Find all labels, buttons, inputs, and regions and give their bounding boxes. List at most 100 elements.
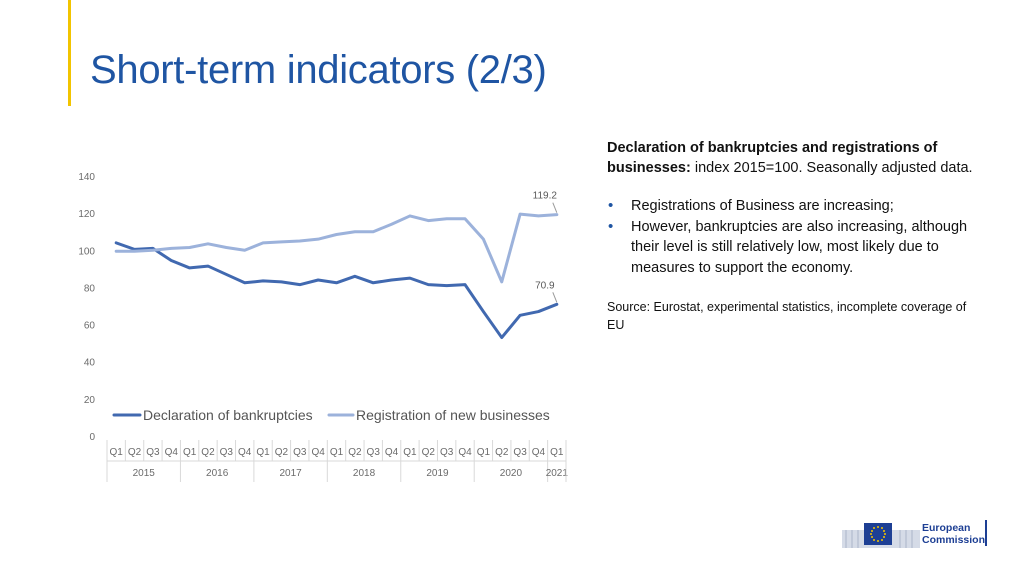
- data-point-registrations: [427, 219, 430, 222]
- y-tick-label: 120: [78, 209, 95, 220]
- data-point-bankruptcies: [280, 280, 283, 284]
- data-point-bankruptcies: [427, 283, 430, 286]
- data-point-bankruptcies: [335, 281, 338, 284]
- logo-line1: European: [922, 522, 971, 534]
- data-point-registrations: [353, 230, 357, 233]
- x-tick-label-year: 2016: [206, 468, 229, 479]
- european-commission-logo: European Commission: [842, 518, 992, 548]
- line-chart: 0 20 40 60 80 100 120 140 Q1 Q2 Q3 Q4 Q1 Q2 Q3 Q4 Q1 Q2 Q3…: [78, 172, 569, 482]
- panel-heading-bold: Declaration of bankruptcies and registra…: [607, 140, 938, 176]
- y-tick-label: 80: [84, 283, 96, 294]
- data-point-registrations: [445, 217, 448, 220]
- chart-description-panel: Declaration of bankruptcies and registra…: [607, 138, 987, 334]
- x-tick-label-year: 2017: [279, 468, 302, 479]
- data-point-registrations: [390, 223, 393, 226]
- bullet-item: However, bankruptcies are also increasin…: [607, 217, 987, 279]
- data-point-registrations: [500, 280, 503, 284]
- x-tick-label-quarter: Q2: [275, 447, 289, 458]
- data-point-registrations: [537, 214, 540, 218]
- data-point-bankruptcies: [482, 310, 485, 313]
- data-point-bankruptcies: [408, 276, 412, 280]
- data-point-registrations: [463, 217, 467, 220]
- logo-line2: Commission: [922, 534, 986, 546]
- x-tick-label-quarter: Q2: [128, 447, 142, 458]
- x-tick-label-quarter: Q1: [403, 447, 417, 458]
- y-tick-label: 60: [84, 321, 96, 332]
- data-label-leader: [552, 292, 558, 303]
- data-point-registrations: [280, 240, 283, 244]
- y-tick-label: 40: [84, 358, 96, 369]
- data-point-registrations: [298, 239, 301, 243]
- data-point-bankruptcies: [243, 281, 246, 284]
- x-tick-label-quarter: Q3: [513, 447, 527, 458]
- x-tick-label-quarter: Q1: [256, 447, 270, 458]
- x-tick-label-quarter: Q4: [311, 447, 325, 458]
- data-point-bankruptcies: [353, 275, 357, 278]
- x-tick-label-quarter: Q2: [422, 447, 436, 458]
- x-tick-label-year: 2019: [426, 468, 449, 479]
- data-point-bankruptcies: [555, 303, 559, 306]
- x-tick-label-quarter: Q3: [440, 447, 454, 458]
- data-point-registrations: [133, 250, 136, 253]
- data-point-registrations: [518, 212, 522, 216]
- x-tick-label-quarter: Q1: [550, 447, 564, 458]
- x-tick-label-quarter: Q1: [477, 447, 491, 458]
- data-point-bankruptcies: [170, 259, 173, 262]
- data-point-bankruptcies: [298, 283, 301, 286]
- x-tick-label-year: 2018: [353, 468, 376, 479]
- x-tick-label-quarter: Q3: [146, 447, 160, 458]
- data-point-registrations: [114, 250, 118, 253]
- data-label-leader: [552, 202, 558, 213]
- data-point-bankruptcies: [114, 241, 118, 245]
- x-tick-label-quarter: Q1: [110, 447, 124, 458]
- data-point-registrations: [206, 242, 210, 245]
- x-tick-label-quarter: Q4: [458, 447, 472, 458]
- x-tick-label-quarter: Q3: [293, 447, 307, 458]
- data-point-bankruptcies: [390, 278, 393, 282]
- data-point-bankruptcies: [372, 281, 375, 284]
- x-tick-label-quarter: Q1: [183, 447, 197, 458]
- x-tick-label-quarter: Q1: [330, 447, 344, 458]
- panel-heading-rest: index 2015=100. Seasonally adjusted data…: [690, 160, 973, 176]
- y-tick-label: 20: [84, 395, 96, 406]
- data-point-registrations: [151, 249, 155, 252]
- x-tick-label-quarter: Q4: [165, 447, 179, 458]
- source-note: Source: Eurostat, experimental statistic…: [607, 300, 967, 332]
- series-line-registrations: [114, 212, 559, 284]
- data-point-registrations: [482, 237, 485, 241]
- x-tick-label-quarter: Q2: [201, 447, 215, 458]
- legend-label-bankruptcies: Declaration of bankruptcies: [143, 407, 313, 423]
- data-point-bankruptcies: [206, 264, 210, 268]
- data-point-registrations: [372, 230, 375, 233]
- data-point-registrations: [408, 214, 412, 218]
- data-point-bankruptcies: [463, 283, 467, 286]
- data-point-bankruptcies: [445, 284, 448, 287]
- data-point-registrations: [555, 213, 559, 216]
- x-tick-label-quarter: Q4: [532, 447, 546, 458]
- x-tick-label-quarter: Q2: [495, 447, 509, 458]
- panel-heading: Declaration of bankruptcies and registra…: [607, 138, 987, 178]
- logo-divider: [985, 520, 987, 546]
- data-point-registrations: [243, 249, 246, 252]
- data-point-registrations: [170, 247, 173, 250]
- bullet-item: Registrations of Business are increasing…: [607, 196, 987, 217]
- data-point-bankruptcies: [188, 266, 191, 270]
- data-point-bankruptcies: [518, 314, 522, 317]
- x-tick-label-quarter: Q4: [385, 447, 399, 458]
- x-tick-label-quarter: Q4: [238, 447, 252, 458]
- data-point-bankruptcies: [500, 336, 503, 339]
- y-tick-label: 100: [78, 246, 95, 257]
- data-point-registrations: [335, 233, 338, 236]
- data-point-bankruptcies: [261, 279, 265, 283]
- data-label: 119.2: [533, 191, 558, 202]
- data-point-bankruptcies: [225, 273, 228, 276]
- data-point-registrations: [225, 246, 228, 249]
- x-tick-label-year: 2021: [546, 468, 569, 479]
- x-tick-label-quarter: Q3: [220, 447, 234, 458]
- data-point-registrations: [316, 237, 320, 241]
- bullet-list: Registrations of Business are increasing…: [607, 196, 987, 278]
- data-point-registrations: [188, 246, 191, 249]
- x-tick-label-year: 2015: [133, 468, 156, 479]
- data-point-bankruptcies: [537, 310, 540, 313]
- data-point-bankruptcies: [316, 278, 320, 282]
